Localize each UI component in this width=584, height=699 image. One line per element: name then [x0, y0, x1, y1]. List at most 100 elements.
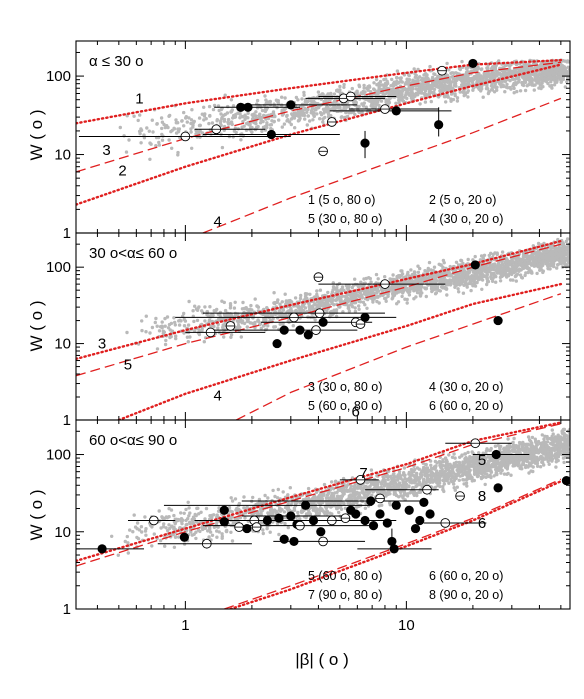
- cloud-dot: [453, 93, 457, 98]
- cloud-dot: [394, 91, 398, 95]
- curve-label-3: 3: [102, 142, 110, 159]
- cloud-dot: [374, 272, 379, 277]
- cloud-dot: [291, 324, 295, 328]
- cloud-dot: [182, 311, 186, 316]
- cloud-dot: [526, 77, 530, 81]
- model-cloud: [110, 427, 570, 557]
- cloud-dot: [437, 262, 441, 266]
- curve-label-5: 5: [124, 357, 132, 374]
- cloud-dot: [465, 90, 470, 95]
- cloud-dot: [406, 270, 410, 275]
- cloud-dot: [160, 320, 164, 324]
- cloud-dot: [342, 288, 346, 293]
- cloud-dot: [446, 88, 450, 93]
- cloud-dot: [144, 314, 148, 318]
- cloud-dot: [377, 103, 381, 108]
- cloud-dot: [520, 262, 524, 266]
- cloud-dot: [490, 81, 494, 85]
- cloud-dot: [487, 89, 491, 94]
- cloud-dot: [172, 126, 176, 130]
- cloud-dot: [242, 124, 246, 128]
- cloud-dot: [375, 299, 379, 304]
- cloud-dot: [435, 81, 439, 85]
- cloud-dot: [520, 74, 525, 79]
- cloud-dot: [335, 286, 339, 290]
- cloud-dot: [226, 122, 231, 126]
- cloud-dot: [164, 338, 168, 343]
- cloud-dot: [161, 331, 165, 336]
- data-point-filled: [493, 315, 503, 326]
- y-tick-label: 100: [46, 259, 71, 276]
- cloud-dot: [180, 119, 184, 123]
- cloud-dot: [155, 324, 159, 328]
- cloud-dot: [489, 273, 493, 277]
- cloud-dot: [363, 506, 368, 510]
- cloud-dot: [196, 306, 200, 310]
- cloud-dot: [511, 84, 515, 88]
- cloud-dot: [124, 150, 129, 154]
- cloud-dot: [512, 436, 516, 441]
- cloud-dot: [523, 258, 527, 263]
- cloud-dot: [238, 116, 242, 120]
- cloud-dot: [157, 140, 161, 145]
- cloud-dot: [334, 310, 339, 315]
- cloud-dot: [480, 274, 484, 279]
- cloud-dot: [353, 306, 357, 310]
- cloud-dot: [450, 75, 454, 79]
- cloud-dot: [332, 303, 336, 307]
- cloud-dot: [527, 257, 532, 261]
- cloud-dot: [186, 340, 190, 344]
- cloud-dot: [374, 93, 378, 97]
- cloud-dot: [489, 75, 494, 79]
- cloud-dot: [296, 119, 301, 123]
- cloud-dot: [400, 294, 404, 299]
- cloud-dot: [566, 255, 570, 260]
- cloud-dot: [548, 68, 552, 72]
- cloud-dot: [563, 66, 567, 71]
- cloud-dot: [331, 288, 335, 292]
- cloud-dot: [293, 126, 297, 130]
- data-point-filled: [391, 106, 401, 116]
- cloud-dot: [415, 83, 420, 88]
- cloud-dot: [257, 116, 262, 121]
- cloud-dot: [294, 95, 299, 100]
- cloud-dot: [467, 81, 471, 85]
- cloud-dot: [160, 132, 164, 137]
- cloud-dot: [401, 291, 405, 295]
- cloud-dot: [472, 68, 476, 73]
- cloud-dot: [408, 290, 412, 294]
- cloud-dot: [498, 72, 502, 77]
- cloud-dot: [530, 81, 534, 85]
- cloud-dot: [410, 97, 414, 101]
- cloud-dot: [554, 252, 559, 256]
- cloud-dot: [399, 79, 403, 83]
- cloud-dot: [514, 273, 519, 277]
- cloud-dot: [384, 83, 388, 88]
- cloud-dot: [198, 129, 202, 133]
- cloud-dot: [400, 95, 404, 99]
- cloud-dot: [157, 143, 161, 147]
- curve-label-1: 1: [135, 90, 143, 107]
- cloud-dot: [464, 275, 469, 279]
- cloud-dot: [362, 277, 366, 281]
- cloud-dot: [494, 85, 498, 90]
- cloud-dot: [412, 67, 416, 71]
- cloud-dot: [535, 254, 539, 259]
- cloud-dot: [350, 285, 354, 290]
- cloud-dot: [538, 268, 542, 272]
- cloud-dot: [183, 319, 188, 323]
- cloud-dot: [265, 121, 269, 125]
- cloud-dot: [414, 80, 418, 84]
- cloud-dot: [315, 112, 319, 116]
- cloud-dot: [444, 100, 448, 104]
- cloud-dot: [480, 287, 484, 291]
- cloud-dot: [485, 282, 489, 287]
- cloud-dot: [172, 545, 177, 549]
- cloud-dot: [144, 330, 148, 334]
- cloud-dot: [229, 333, 234, 337]
- cloud-dot: [332, 285, 336, 289]
- cloud-dot: [202, 105, 206, 110]
- cloud-dot: [535, 271, 539, 276]
- cloud-dot: [560, 69, 564, 74]
- cloud-dot: [357, 304, 361, 308]
